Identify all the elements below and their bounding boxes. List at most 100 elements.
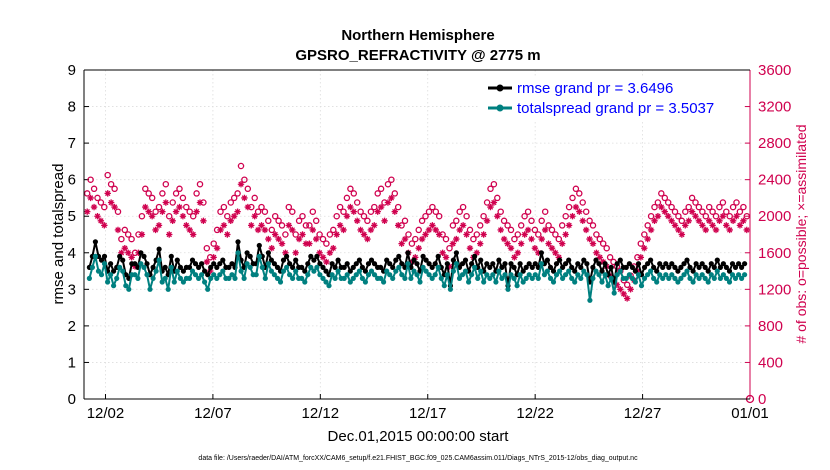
totalspread-point xyxy=(723,275,730,281)
obs-assimilated-point xyxy=(224,231,231,238)
obs-possible-point xyxy=(330,226,337,234)
obs-possible-point xyxy=(299,212,306,220)
totalspread-point xyxy=(390,275,396,281)
obs-assimilated-point xyxy=(285,222,293,229)
rmse-point xyxy=(742,261,748,267)
totalspread-point xyxy=(538,261,545,267)
rmse-point xyxy=(98,257,105,263)
obs-possible-point xyxy=(459,203,467,211)
y-axis-left-label: rmse and totalspread xyxy=(50,164,67,305)
obs-possible-point xyxy=(384,180,392,188)
obs-possible-point xyxy=(254,208,262,215)
totalspread-point xyxy=(402,275,408,281)
rmse-point xyxy=(484,261,490,267)
rmse-point xyxy=(717,264,724,270)
x-ticks: 12/02 12/07 12/12 12/17 12/22 12/27 01/01 xyxy=(87,394,769,422)
obs-possible-point xyxy=(435,212,443,220)
totalspread-point xyxy=(660,275,666,281)
legend-spread-marker xyxy=(496,104,504,112)
totalspread-point xyxy=(299,275,305,281)
rmse-point xyxy=(314,253,320,259)
obs-assimilated-point xyxy=(395,222,402,229)
obs-assimilated-point xyxy=(682,222,689,229)
obs-possible-point xyxy=(118,235,125,243)
totalspread-point xyxy=(481,279,487,285)
obs-assimilated-point xyxy=(203,258,211,266)
obs-possible-point xyxy=(265,217,272,225)
obs-assimilated-point xyxy=(463,231,470,238)
rmse-point xyxy=(702,264,708,270)
rmse-point xyxy=(651,264,657,270)
obs-assimilated-point xyxy=(289,226,296,234)
rmse-point xyxy=(393,257,399,263)
obs-assimilated-point xyxy=(723,222,730,229)
y-left-tick-label: 7 xyxy=(68,135,76,152)
obs-assimilated-point xyxy=(541,226,549,234)
obs-assimilated-point xyxy=(142,203,149,211)
rmse-point xyxy=(365,261,372,267)
rmse-point xyxy=(596,261,602,267)
totalspread-point xyxy=(420,264,426,270)
rmse-point xyxy=(308,253,314,259)
rmse-point xyxy=(739,264,745,270)
totalspread-point xyxy=(569,275,575,281)
rmse-point xyxy=(723,264,730,270)
totalspread-point xyxy=(614,272,620,278)
obs-possible-point xyxy=(121,226,129,234)
totalspread-point xyxy=(399,272,405,278)
obs-assimilated-point xyxy=(555,254,563,261)
obs-possible-point xyxy=(664,199,672,206)
totalspread-point xyxy=(699,272,705,278)
obs-assimilated-point xyxy=(323,258,330,266)
obs-assimilated-point xyxy=(572,203,580,211)
totalspread-point xyxy=(496,268,502,274)
obs-possible-point xyxy=(360,212,368,220)
obs-assimilated-point xyxy=(678,231,686,238)
rmse-point xyxy=(92,239,98,245)
obs-assimilated-point xyxy=(668,217,675,224)
rmse-point xyxy=(663,261,669,267)
totalspread-point xyxy=(696,275,702,281)
obs-possible-point xyxy=(210,240,217,247)
totalspread-point xyxy=(596,272,602,278)
obs-assimilated-point xyxy=(265,235,272,243)
obs-possible-point xyxy=(572,185,580,193)
obs-assimilated-point xyxy=(709,222,716,229)
obs-assimilated-point xyxy=(111,203,118,211)
obs-assimilated-point xyxy=(166,231,173,238)
totalspread-point xyxy=(126,286,132,292)
rmse-point xyxy=(356,257,362,263)
totalspread-point xyxy=(469,272,475,278)
obs-possible-point xyxy=(326,231,334,238)
rmse-point xyxy=(699,261,705,267)
obs-assimilated-point xyxy=(429,222,436,229)
obs-assimilated-point xyxy=(248,222,255,229)
obs-possible-point xyxy=(555,235,563,243)
rmse-point xyxy=(141,253,147,259)
obs-assimilated-point xyxy=(309,226,316,234)
obs-assimilated-point xyxy=(152,226,159,234)
totalspread-point xyxy=(326,283,332,289)
rmse-point xyxy=(174,257,180,263)
obs-possible-point xyxy=(524,208,532,215)
y-left-tick-label: 8 xyxy=(68,99,76,116)
totalspread-point xyxy=(186,275,193,281)
obs-possible-point xyxy=(159,190,166,197)
rmse-point xyxy=(569,264,575,270)
rmse-point xyxy=(502,261,508,267)
totalspread-point xyxy=(329,272,335,278)
obs-assimilated-point xyxy=(145,208,152,215)
rmse-point xyxy=(478,257,484,263)
totalspread-point xyxy=(350,275,356,281)
rmse-point xyxy=(120,257,126,263)
obs-assimilated-point xyxy=(418,235,426,243)
totalspread-point xyxy=(690,279,696,285)
obs-possible-point xyxy=(179,194,187,202)
totalspread-point xyxy=(641,275,648,281)
obs-possible-point xyxy=(193,190,200,197)
totalspread-point xyxy=(105,279,111,285)
totalspread-point xyxy=(177,275,183,281)
rmse-point xyxy=(423,257,429,263)
obs-possible-point xyxy=(388,176,395,183)
rmse-point xyxy=(353,261,359,267)
